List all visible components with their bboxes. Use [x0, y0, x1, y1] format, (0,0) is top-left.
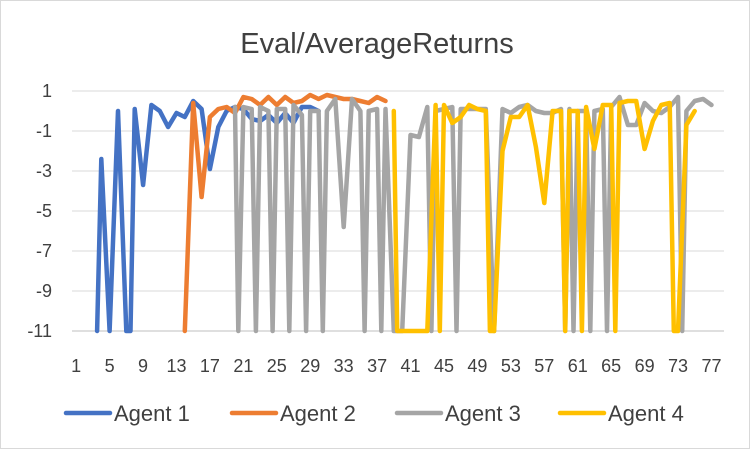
x-tick-label: 57	[534, 356, 554, 376]
series-lines	[94, 92, 714, 334]
x-tick-label: 21	[233, 356, 253, 376]
y-tick-label: -3	[36, 161, 52, 181]
x-tick-label: 1	[71, 356, 81, 376]
series-line-agent-4	[391, 98, 697, 334]
legend-label: Agent 4	[608, 401, 684, 426]
x-tick-label: 9	[138, 356, 148, 376]
x-tick-label: 65	[601, 356, 621, 376]
x-tick-label: 17	[200, 356, 220, 376]
series-line-agent-3	[232, 94, 714, 334]
legend-label: Agent 1	[114, 401, 190, 426]
x-tick-label: 5	[105, 356, 115, 376]
y-tick-label: -5	[36, 201, 52, 221]
x-tick-label: 73	[668, 356, 688, 376]
legend-label: Agent 3	[445, 401, 521, 426]
x-tick-label: 53	[501, 356, 521, 376]
x-axis-ticks: 1 5 9 13 17 21 25 29 33 37 41 45 49 53 57 61 65 69 73 77	[71, 356, 721, 376]
x-tick-label: 69	[635, 356, 655, 376]
x-tick-label: 41	[401, 356, 421, 376]
x-tick-label: 29	[300, 356, 320, 376]
y-tick-label: -9	[36, 281, 52, 301]
x-tick-label: 13	[166, 356, 186, 376]
legend-label: Agent 2	[280, 401, 356, 426]
x-tick-label: 25	[267, 356, 287, 376]
chart-title: Eval/AverageReturns	[240, 28, 514, 60]
y-tick-label: -7	[36, 241, 52, 261]
legend: Agent 1 Agent 2 Agent 3 Agent 4	[63, 401, 684, 426]
x-tick-label: 37	[367, 356, 387, 376]
series-line-agent-1	[94, 98, 321, 334]
y-axis-ticks: 1 -1 -3 -5 -7 -9 -11	[27, 81, 52, 341]
x-tick-label: 49	[467, 356, 487, 376]
x-tick-label: 77	[701, 356, 721, 376]
x-tick-label: 45	[434, 356, 454, 376]
y-tick-label: -1	[36, 121, 52, 141]
y-tick-label: 1	[42, 81, 52, 101]
x-tick-label: 33	[334, 356, 354, 376]
x-tick-label: 61	[568, 356, 588, 376]
y-tick-label: -11	[27, 321, 52, 341]
